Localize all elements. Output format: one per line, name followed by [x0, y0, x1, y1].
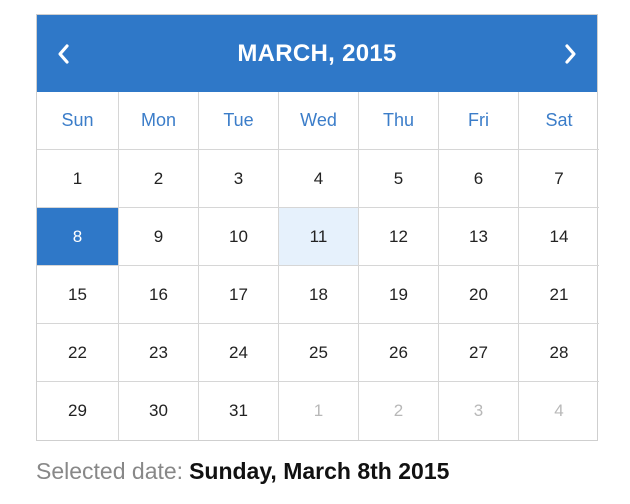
- day-cell[interactable]: 18: [279, 266, 359, 324]
- day-cell[interactable]: 21: [519, 266, 599, 324]
- day-cell[interactable]: 19: [359, 266, 439, 324]
- selected-date-display: Selected date: Sunday, March 8th 2015: [36, 458, 449, 485]
- prev-month-button[interactable]: [37, 15, 89, 92]
- chevron-left-icon: [58, 43, 69, 64]
- day-cell[interactable]: 3: [199, 150, 279, 208]
- day-cell[interactable]: 14: [519, 208, 599, 266]
- weekday-tue: Tue: [199, 92, 279, 150]
- day-cell[interactable]: 6: [439, 150, 519, 208]
- weekday-thu: Thu: [359, 92, 439, 150]
- day-cell[interactable]: 17: [199, 266, 279, 324]
- day-cell[interactable]: 20: [439, 266, 519, 324]
- day-cell-next-month[interactable]: 1: [279, 382, 359, 440]
- weekday-wed: Wed: [279, 92, 359, 150]
- next-month-button[interactable]: [545, 15, 597, 92]
- day-cell[interactable]: 9: [119, 208, 199, 266]
- day-cell[interactable]: 4: [279, 150, 359, 208]
- day-cell[interactable]: 28: [519, 324, 599, 382]
- day-cell-next-month[interactable]: 2: [359, 382, 439, 440]
- weekday-sun: Sun: [37, 92, 119, 150]
- day-cell[interactable]: 23: [119, 324, 199, 382]
- day-cell[interactable]: 2: [119, 150, 199, 208]
- calendar-header: MARCH, 2015: [37, 15, 597, 92]
- day-cell[interactable]: 26: [359, 324, 439, 382]
- weekday-fri: Fri: [439, 92, 519, 150]
- day-cell[interactable]: 22: [37, 324, 119, 382]
- day-cell[interactable]: 5: [359, 150, 439, 208]
- day-cell[interactable]: 10: [199, 208, 279, 266]
- day-cell-next-month[interactable]: 4: [554, 401, 564, 420]
- day-cell[interactable]: 12: [359, 208, 439, 266]
- calendar: MARCH, 2015 Sun Mon Tue Wed Thu Fri Sat …: [36, 14, 599, 441]
- days-grid: 1 2 3 4 5 6 7 8 9 10 11 12 13 14 15 16 17 18 19 20 21 22 23 24 2…: [37, 150, 599, 440]
- day-cell[interactable]: 24: [199, 324, 279, 382]
- weekday-mon: Mon: [119, 92, 199, 150]
- day-cell-next-month[interactable]: 3: [439, 382, 519, 440]
- day-cell[interactable]: 1: [37, 150, 119, 208]
- day-cell[interactable]: 29: [37, 382, 119, 440]
- selected-date-value: Sunday, March 8th 2015: [189, 458, 450, 484]
- weekday-sat: Sat: [519, 92, 599, 150]
- day-cell[interactable]: 16: [119, 266, 199, 324]
- day-cell[interactable]: 13: [439, 208, 519, 266]
- day-cell[interactable]: 8: [37, 208, 119, 266]
- day-cell[interactable]: 25: [279, 324, 359, 382]
- day-cell[interactable]: 15: [37, 266, 119, 324]
- day-cell[interactable]: 30: [119, 382, 199, 440]
- day-cell[interactable]: 31: [199, 382, 279, 440]
- day-cell[interactable]: 7: [519, 150, 599, 208]
- selected-date-label: Selected date:: [36, 458, 184, 484]
- day-cell[interactable]: 11: [279, 208, 359, 266]
- month-title[interactable]: MARCH, 2015: [237, 39, 397, 67]
- chevron-right-icon: [565, 43, 576, 64]
- day-cell[interactable]: 27: [439, 324, 519, 382]
- weekday-row: Sun Mon Tue Wed Thu Fri Sat: [37, 92, 599, 150]
